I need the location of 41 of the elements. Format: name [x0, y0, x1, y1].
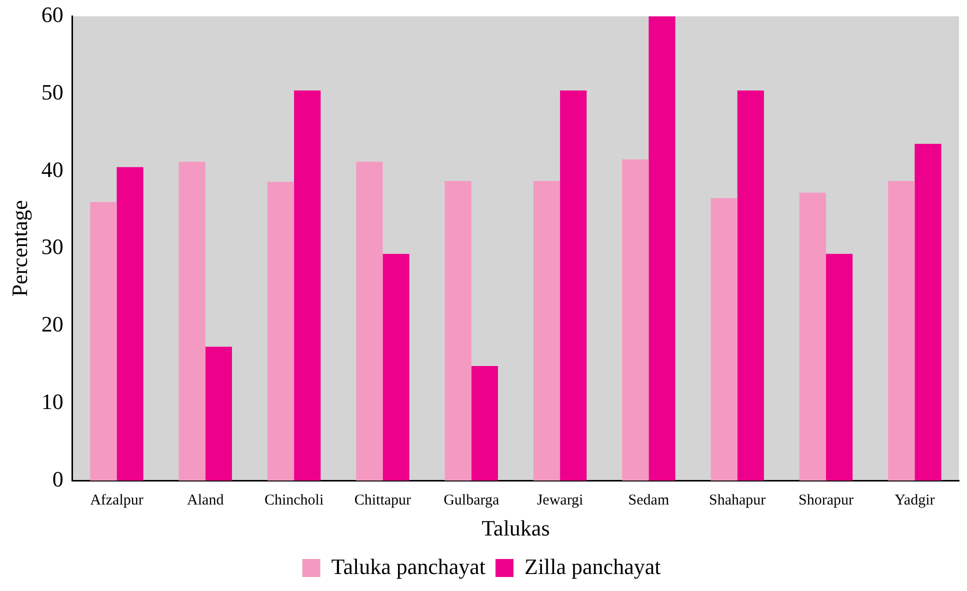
- bar: [382, 254, 410, 481]
- bar: [116, 167, 144, 481]
- x-tick-label: Jewargi: [536, 492, 584, 509]
- bar: [648, 16, 676, 481]
- bar: [178, 162, 206, 481]
- x-tick-label: Chincholi: [264, 492, 324, 509]
- x-tick-label: Afzalpur: [90, 492, 144, 509]
- bar: [205, 346, 232, 481]
- x-tick-label: Aland: [187, 492, 224, 509]
- x-tick-label: Yadgir: [894, 492, 935, 509]
- y-tick-label: 60: [41, 2, 64, 27]
- x-tick-label: Shahapur: [709, 492, 766, 509]
- bar: [560, 90, 587, 481]
- bar: [471, 366, 498, 481]
- y-tick-label: 20: [41, 312, 64, 337]
- x-tick-label: Sedam: [628, 492, 670, 509]
- bar: [267, 182, 294, 481]
- bar: [826, 254, 853, 481]
- bar: [533, 181, 560, 481]
- y-tick-label: 50: [41, 79, 64, 104]
- x-tick-label: Shorapur: [798, 492, 854, 509]
- bar: [710, 198, 738, 481]
- bar: [914, 144, 942, 481]
- x-axis-title: Talukas: [482, 516, 550, 541]
- y-tick-label: 10: [41, 388, 64, 414]
- bar: [90, 202, 117, 481]
- legend-label: Taluka panchayat: [331, 554, 486, 579]
- y-tick-label: 40: [41, 156, 64, 182]
- bar: [799, 192, 826, 481]
- x-tick-label: Gulbarga: [444, 492, 500, 509]
- bar: [294, 90, 321, 481]
- bar: [888, 181, 915, 481]
- y-tick-label: 30: [41, 234, 64, 260]
- y-axis-title: Percentage: [6, 200, 32, 297]
- y-tick-label: 0: [52, 466, 64, 492]
- bar: [622, 159, 649, 481]
- x-tick-label: Chittapur: [354, 492, 412, 509]
- legend-label: Zilla panchayat: [524, 554, 661, 579]
- bar: [356, 162, 383, 481]
- bar: [737, 90, 764, 481]
- bar: [444, 181, 472, 481]
